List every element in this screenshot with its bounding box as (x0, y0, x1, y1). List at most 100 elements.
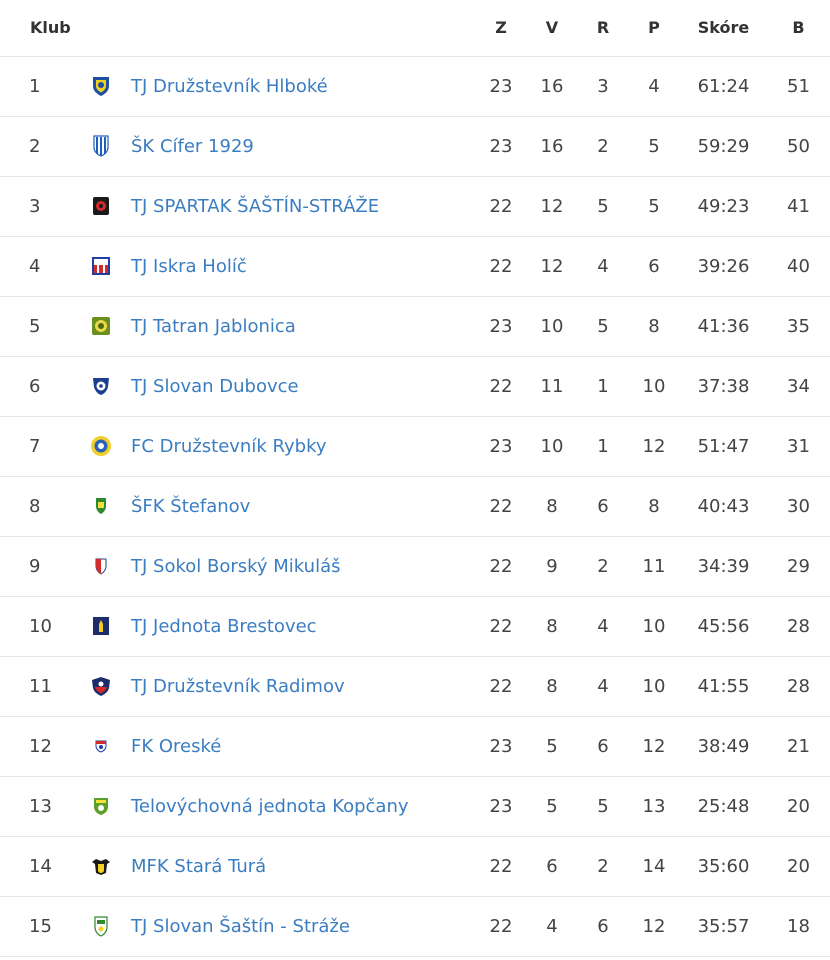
club-name-link[interactable]: TJ Slovan Dubovce (131, 375, 299, 397)
points-cell: 50 (787, 135, 810, 157)
club-name-cell: TJ SPARTAK ŠAŠTÍN-STRÁŽE (121, 176, 476, 236)
club-name-link[interactable]: MFK Stará Turá (131, 855, 267, 877)
score-cell: 35:57 (697, 915, 750, 937)
table-row: 8 ŠFK Štefanov 22 8 6 8 40:43 30 (0, 476, 830, 536)
score-cell: 38:49 (697, 735, 750, 757)
draws-cell: 6 (597, 495, 609, 517)
header-losses: P (648, 18, 660, 38)
wins-cell: 16 (540, 135, 564, 157)
score-cell: 49:23 (697, 195, 750, 217)
position-cell: 3 (29, 195, 41, 217)
losses-cell: 8 (648, 495, 660, 517)
table-row: 3 TJ SPARTAK ŠAŠTÍN-STRÁŽE 22 12 5 5 49:… (0, 176, 830, 236)
blue-ball-logo-icon (89, 374, 113, 398)
position-cell: 8 (29, 495, 41, 517)
club-name-link[interactable]: ŠK Cífer 1929 (131, 135, 254, 157)
points-cell: 40 (787, 255, 810, 277)
club-name-link[interactable]: FC Družstevník Rybky (131, 435, 327, 457)
draws-cell: 4 (597, 615, 609, 637)
club-name-link[interactable]: FK Oreské (131, 735, 222, 757)
club-name-link[interactable]: TJ Družstevník Hlboké (131, 75, 328, 97)
wins-cell: 11 (540, 375, 564, 397)
logo-cell (80, 896, 121, 956)
table-row: 9 TJ Sokol Borský Mikuláš 22 9 2 11 34:3… (0, 536, 830, 596)
table-row: 4 TJ Iskra Holíč 22 12 4 6 39:26 40 (0, 236, 830, 296)
losses-cell: 12 (642, 735, 666, 757)
club-name-link[interactable]: TJ SPARTAK ŠAŠTÍN-STRÁŽE (131, 195, 380, 217)
score-cell: 61:24 (697, 75, 750, 97)
draws-cell: 4 (597, 675, 609, 697)
club-name-cell: FC Družstevník Rybky (121, 416, 476, 476)
position-cell: 2 (29, 135, 41, 157)
draws-cell: 2 (597, 855, 609, 877)
score-cell: 40:43 (697, 495, 750, 517)
wins-cell: 12 (540, 255, 564, 277)
club-name-link[interactable]: TJ Slovan Šaštín - Stráže (131, 915, 350, 937)
wins-cell: 12 (540, 195, 564, 217)
club-name-link[interactable]: TJ Sokol Borský Mikuláš (131, 555, 341, 577)
score-cell: 37:38 (697, 375, 750, 397)
draws-cell: 5 (597, 795, 609, 817)
navy-red-shield-logo-icon (89, 674, 113, 698)
points-cell: 29 (787, 555, 810, 577)
logo-cell (80, 356, 121, 416)
club-name-link[interactable]: Telovýchovná jednota Kopčany (131, 795, 409, 817)
table-row: 12 FK Oreské 23 5 6 12 38:49 21 (0, 716, 830, 776)
score-cell: 34:39 (697, 555, 750, 577)
played-cell: 23 (489, 795, 513, 817)
red-white-blue-logo-icon (89, 254, 113, 278)
wins-cell: 5 (546, 795, 558, 817)
wins-cell: 6 (546, 855, 558, 877)
score-cell: 41:55 (697, 675, 750, 697)
position-cell: 14 (29, 855, 52, 877)
score-cell: 39:26 (697, 255, 750, 277)
losses-cell: 14 (642, 855, 666, 877)
played-cell: 22 (489, 675, 513, 697)
logo-cell (80, 116, 121, 176)
played-cell: 23 (489, 435, 513, 457)
club-name-cell: TJ Družstevník Radimov (121, 656, 476, 716)
position-cell: 4 (29, 255, 41, 277)
red-blue-small-logo-icon (89, 734, 113, 758)
club-name-cell: ŠK Cífer 1929 (121, 116, 476, 176)
played-cell: 22 (489, 195, 513, 217)
wins-cell: 8 (546, 495, 558, 517)
wins-cell: 10 (540, 315, 564, 337)
logo-cell (80, 836, 121, 896)
losses-cell: 4 (648, 75, 660, 97)
losses-cell: 5 (648, 135, 660, 157)
club-name-link[interactable]: TJ Družstevník Radimov (131, 675, 345, 697)
club-name-link[interactable]: ŠFK Štefanov (131, 495, 251, 517)
header-club: Klub (30, 18, 71, 38)
wins-cell: 8 (546, 675, 558, 697)
position-cell: 15 (29, 915, 52, 937)
played-cell: 22 (489, 855, 513, 877)
wins-cell: 8 (546, 615, 558, 637)
logo-cell (80, 596, 121, 656)
logo-cell (80, 656, 121, 716)
logo-cell (80, 176, 121, 236)
header-played: Z (495, 18, 507, 38)
header-wins: V (545, 18, 559, 38)
wins-cell: 10 (540, 435, 564, 457)
club-name-link[interactable]: TJ Jednota Brestovec (131, 615, 317, 637)
table-header-row: Klub Z V R P Skóre B (0, 0, 830, 56)
table-row: 7 FC Družstevník Rybky 23 10 1 12 51:47 … (0, 416, 830, 476)
club-name-cell: Telovýchovná jednota Kopčany (121, 776, 476, 836)
losses-cell: 8 (648, 315, 660, 337)
draws-cell: 2 (597, 135, 609, 157)
club-name-link[interactable]: TJ Iskra Holíč (131, 255, 247, 277)
score-cell: 45:56 (697, 615, 750, 637)
black-yellow-crest-logo-icon (89, 854, 113, 878)
club-name-link[interactable]: TJ Tatran Jablonica (131, 315, 296, 337)
points-cell: 35 (787, 315, 810, 337)
played-cell: 23 (489, 75, 513, 97)
losses-cell: 10 (642, 675, 666, 697)
wins-cell: 16 (540, 75, 564, 97)
table-row: 1 TJ Družstevník Hlboké 23 16 3 4 61:24 … (0, 56, 830, 116)
table-row: 13 Telovýchovná jednota Kopčany 23 5 5 1… (0, 776, 830, 836)
draws-cell: 1 (597, 435, 609, 457)
draws-cell: 4 (597, 255, 609, 277)
points-cell: 20 (787, 855, 810, 877)
